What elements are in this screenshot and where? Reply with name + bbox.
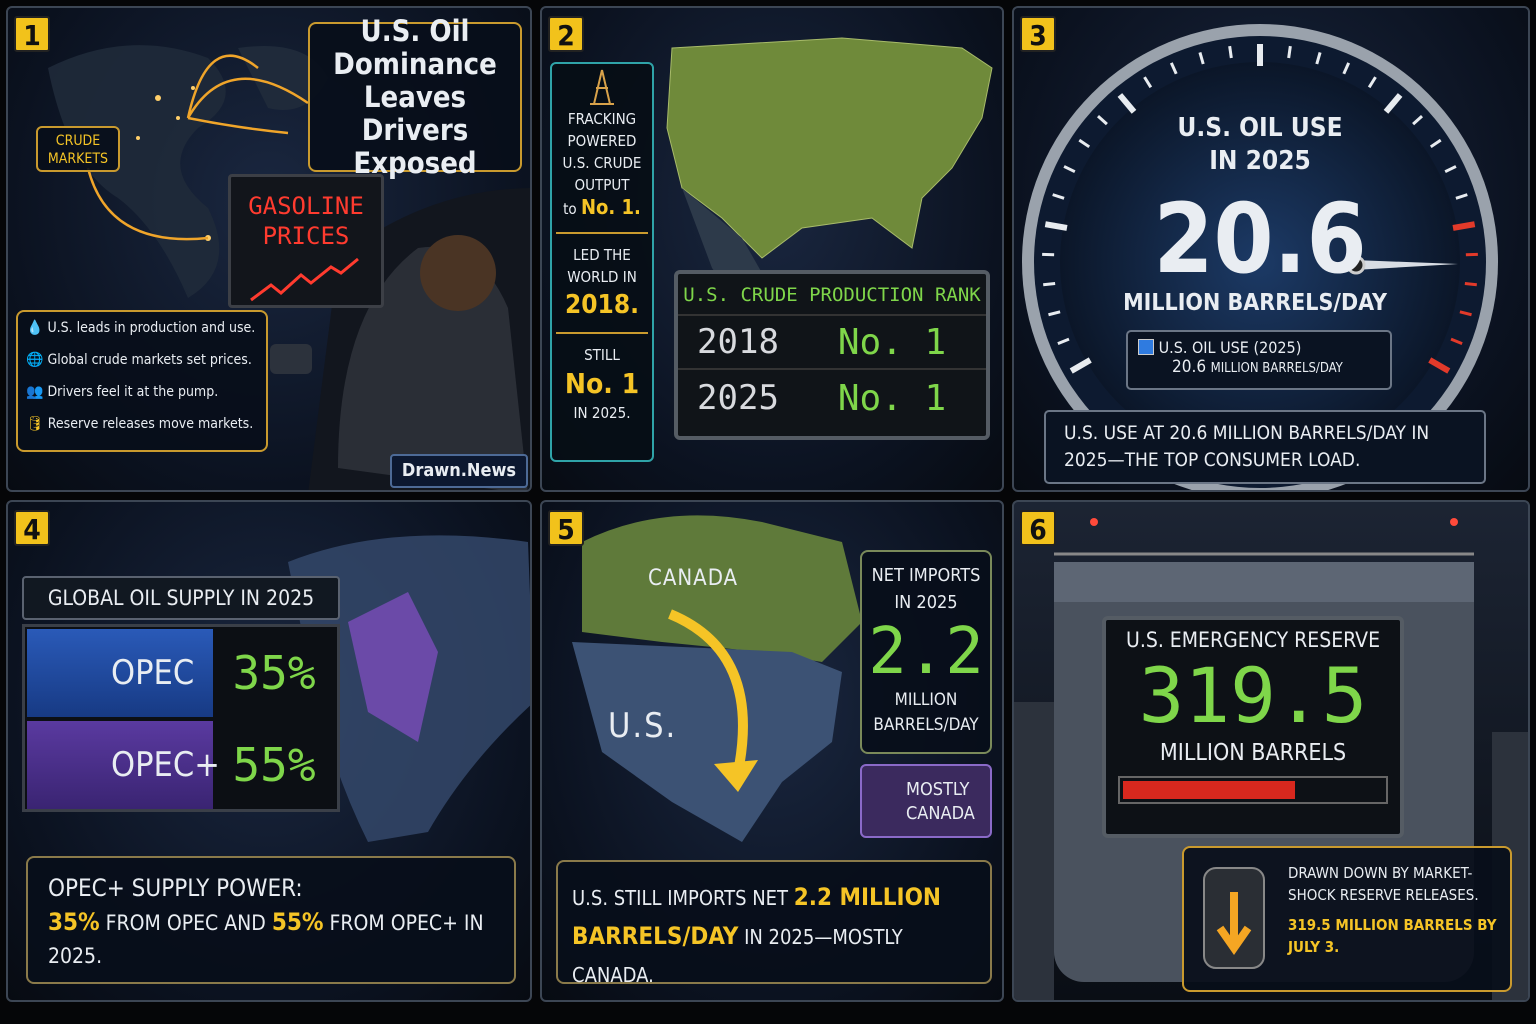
gauge-tick [1367, 76, 1377, 89]
north-america-map [572, 515, 862, 842]
sidebar: FRACKING POWERED U.S. CRUDE OUTPUT to No.… [550, 62, 654, 462]
gauge-tick [1078, 138, 1091, 149]
credit: Drawn.News [390, 454, 528, 488]
sidebar-item: LED THE WORLD IN 2018. [556, 234, 648, 334]
gauge-tick [1342, 62, 1351, 75]
gauge-tick [1044, 221, 1068, 231]
headline-text: U.S. Oil Dominance Leaves Drivers Expose… [333, 13, 497, 180]
gauge-tick [1043, 282, 1056, 287]
gauge-tick [1287, 45, 1292, 59]
board-row: 2025 No. 1 [697, 377, 947, 419]
gauge-tick [1063, 165, 1076, 174]
sign-text: GASOLINE PRICES [248, 192, 364, 250]
panel-number: 3 [1020, 16, 1056, 52]
sidebar-item: FRACKING POWERED U.S. CRUDE OUTPUT to No.… [556, 108, 648, 234]
supply-title: GLOBAL OIL SUPPLY IN 2025 [22, 576, 340, 620]
gauge-tick [1464, 282, 1477, 287]
reserve-bar [1118, 776, 1388, 804]
supply-row: OPEC 35% [27, 629, 335, 717]
gauge-tick [1143, 76, 1153, 89]
panel-number: 5 [548, 510, 584, 546]
bullet-list: 💧 U.S. leads in production and use. 🌐 Gl… [16, 310, 268, 452]
caption: U.S. STILL IMPORTS NET 2.2 MILLION BARRE… [556, 860, 992, 987]
rank-board: U.S. CRUDE PRODUCTION RANK 2018 No. 1 202… [674, 270, 990, 440]
gauge-tick [1452, 221, 1476, 231]
gauge-tick [1450, 337, 1463, 346]
gauge-tick [1428, 357, 1451, 374]
gauge-tick [1444, 165, 1457, 174]
price-arrow [250, 257, 359, 302]
gauge-tick [1429, 138, 1442, 149]
reserve-display: U.S. EMERGENCY RESERVE 319.5 MILLION BAR… [1102, 616, 1404, 838]
panel-number: 1 [14, 16, 50, 52]
bullet: 💧 U.S. leads in production and use. [26, 320, 256, 336]
panel-3: 3 U.S. OIL USE IN 2025 20.6 MILLION BARR… [1012, 6, 1530, 492]
caption: U.S. USE AT 20.6 MILLION BARRELS/DAY IN … [1044, 410, 1486, 484]
map-label: CRUDE MARKETS [36, 126, 120, 172]
supply-row: OPEC+ 55% [27, 721, 335, 809]
barrel-icon [1203, 867, 1265, 969]
panel-number: 6 [1020, 510, 1056, 546]
panel-4: 4 GLOBAL OIL SUPPLY IN 2025 OPEC 35% OPEC… [6, 500, 532, 1002]
caption: OPEC+ SUPPLY POWER: 35% FROM OPEC AND 55%… [26, 856, 516, 984]
gauge-tick [1198, 52, 1205, 65]
gauge-tick [1052, 193, 1065, 200]
gauge-tick [1383, 93, 1403, 114]
gauge-tick [1412, 115, 1424, 126]
gasoline-sign: GASOLINE PRICES [228, 174, 384, 308]
supply-board: OPEC 35% OPEC+ 55% [22, 624, 340, 812]
gauge-value: 20.6 [1153, 183, 1367, 295]
world-map [288, 535, 530, 842]
panel-6: 6 U.S. EMERGENCY RESERVE 319.5 MILLION B… [1012, 500, 1530, 1002]
legend-value: 20.6 [1172, 357, 1207, 377]
map-label: CANADA [648, 566, 739, 591]
bullet: 🌐 Global crude markets set prices. [26, 352, 252, 368]
note: DRAWN DOWN BY MARKET-SHOCK RESERVE RELEA… [1182, 846, 1512, 992]
gauge-unit: MILLION BARRELS/DAY [1123, 290, 1387, 316]
rig-icon [590, 69, 614, 105]
bullet: 👥 Drivers feel it at the pump. [26, 384, 219, 400]
gauge-tick [1096, 115, 1108, 126]
gauge-tick [1117, 93, 1137, 114]
panel-5: 5 CANADA U.S. NET IMPORTS IN 2025 2.2 MI… [540, 500, 1004, 1002]
panel-2: 2 FRACKING POWERED U.S. CRUDE OUTPUT to N… [540, 6, 1004, 492]
legend: U.S. OIL USE (2025) 20.6 MILLION BARRELS… [1126, 330, 1392, 390]
gauge-title: U.S. OIL USE IN 2025 [1177, 113, 1343, 176]
gauge-tick [1228, 45, 1233, 59]
gauge-tick [1459, 310, 1472, 317]
headline: U.S. Oil Dominance Leaves Drivers Expose… [308, 14, 522, 179]
gauge-tick [1455, 193, 1468, 200]
gauge-tick [1169, 62, 1178, 75]
board-title: U.S. CRUDE PRODUCTION RANK [678, 274, 986, 316]
map-label: U.S. [608, 706, 678, 746]
gauge-tick [1048, 310, 1061, 317]
gauge-tick [1315, 52, 1322, 65]
board-row: 2018 No. 1 [678, 316, 986, 370]
gauge-tick [1069, 357, 1092, 374]
tag: MOSTLY CANADA [860, 764, 992, 838]
panel-number: 4 [14, 510, 50, 546]
panel-1: 1 U.S. Oil Dominance Leaves Drivers Expo… [6, 6, 532, 492]
legend-label: U.S. OIL USE (2025) [1158, 338, 1302, 357]
panel-number: 2 [548, 16, 584, 52]
imports-box: NET IMPORTS IN 2025 2.2 MILLION BARRELS/… [860, 550, 992, 754]
bullet: 🛢 Reserve releases move markets. [26, 416, 254, 432]
legend-unit: MILLION BARRELS/DAY [1210, 361, 1343, 376]
sidebar-item: STILL No. 1 IN 2025. [564, 346, 640, 422]
gauge-tick [1057, 337, 1070, 346]
